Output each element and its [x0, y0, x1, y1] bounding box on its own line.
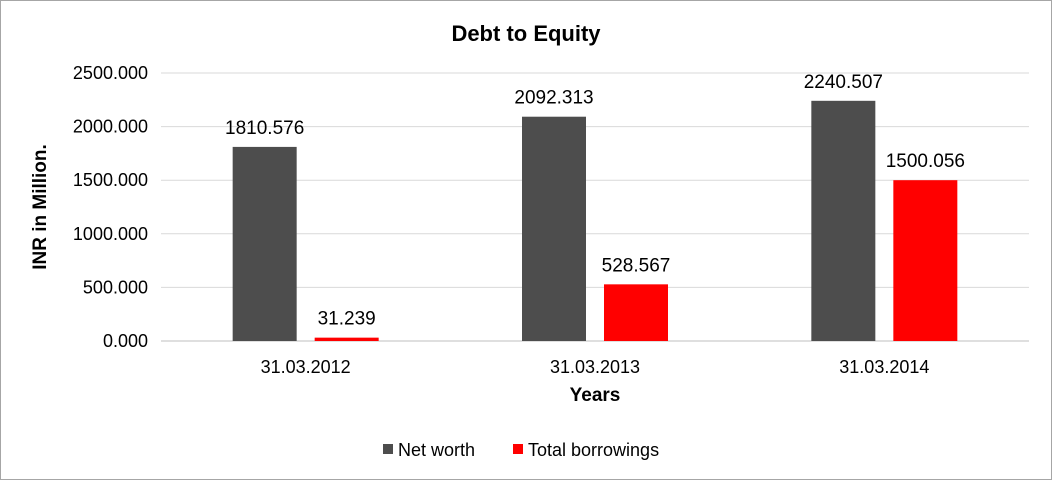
bar-net-worth	[232, 146, 297, 341]
y-tick-label: 2500.000	[73, 63, 148, 83]
bar-net-worth	[811, 100, 876, 341]
bars	[232, 100, 958, 342]
bar-data-labels: 1810.576 31.239 2092.313 528.567 2240.507 150…	[225, 72, 965, 330]
y-tick-label: 500.000	[83, 277, 148, 297]
legend-swatch	[383, 444, 393, 454]
chart-title: Debt to Equity	[451, 21, 601, 46]
y-axis-title: INR in Million.	[30, 144, 51, 270]
y-tick-label: 0.000	[103, 331, 148, 351]
gridlines	[161, 72, 1029, 342]
bar-total-borrowings	[893, 180, 958, 341]
y-tick-label: 1000.000	[73, 224, 148, 244]
bar-data-label: 528.567	[602, 255, 671, 276]
bar-net-worth	[522, 116, 586, 342]
x-axis-title: Years	[570, 385, 621, 406]
x-axis-ticks: 31.03.2012 31.03.2013 31.03.2014	[261, 357, 930, 377]
legend-label: Net worth	[398, 440, 475, 460]
legend: Net worth Total borrowings	[383, 440, 659, 460]
bar-total-borrowings	[314, 337, 379, 341]
x-tick-label: 31.03.2013	[550, 357, 640, 377]
bar-total-borrowings	[604, 284, 668, 341]
bar-data-label: 2092.313	[514, 88, 593, 109]
bar-data-label: 2240.507	[804, 72, 883, 93]
legend-label: Total borrowings	[528, 440, 659, 460]
x-tick-label: 31.03.2012	[261, 357, 351, 377]
bar-data-label: 1810.576	[225, 118, 304, 139]
bar-data-label: 31.239	[318, 309, 376, 330]
bar-data-label: 1500.056	[886, 151, 965, 172]
y-axis-ticks: 0.000 500.000 1000.000 1500.000 2000.000 2500…	[73, 63, 148, 351]
legend-swatch	[513, 444, 523, 454]
y-tick-label: 2000.000	[73, 117, 148, 137]
x-tick-label: 31.03.2014	[839, 357, 929, 377]
y-tick-label: 1500.000	[73, 170, 148, 190]
